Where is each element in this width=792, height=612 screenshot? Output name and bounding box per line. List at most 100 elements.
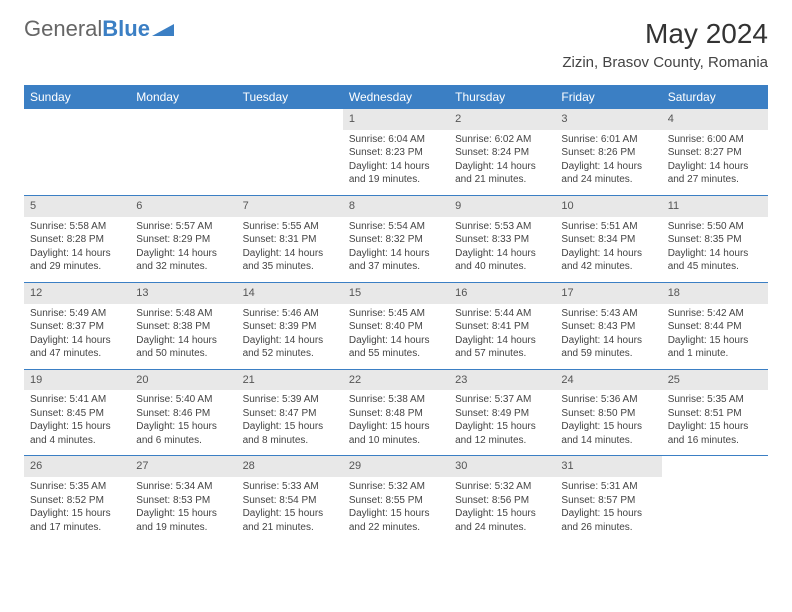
day-number-cell: 20 bbox=[130, 369, 236, 390]
calendar-head: SundayMondayTuesdayWednesdayThursdayFrid… bbox=[24, 85, 768, 109]
day-info-cell: Sunrise: 6:02 AMSunset: 8:24 PMDaylight:… bbox=[449, 130, 555, 196]
sunset-text: Sunset: 8:38 PM bbox=[136, 320, 230, 334]
month-title: May 2024 bbox=[562, 18, 768, 50]
weekday-header: Wednesday bbox=[343, 85, 449, 109]
location-text: Zizin, Brasov County, Romania bbox=[562, 54, 768, 71]
sunset-text: Sunset: 8:31 PM bbox=[243, 233, 337, 247]
sunset-text: Sunset: 8:37 PM bbox=[30, 320, 124, 334]
sunset-text: Sunset: 8:49 PM bbox=[455, 407, 549, 421]
day-number-cell: 3 bbox=[555, 109, 661, 130]
day-info-cell: Sunrise: 5:34 AMSunset: 8:53 PMDaylight:… bbox=[130, 477, 236, 542]
day-info-cell: Sunrise: 6:00 AMSunset: 8:27 PMDaylight:… bbox=[662, 130, 768, 196]
daylight-text: Daylight: 14 hours and 35 minutes. bbox=[243, 247, 337, 274]
sunset-text: Sunset: 8:48 PM bbox=[349, 407, 443, 421]
daylight-text: Daylight: 14 hours and 55 minutes. bbox=[349, 334, 443, 361]
day-info-row: Sunrise: 5:58 AMSunset: 8:28 PMDaylight:… bbox=[24, 217, 768, 283]
day-number-cell: 17 bbox=[555, 282, 661, 303]
sunset-text: Sunset: 8:40 PM bbox=[349, 320, 443, 334]
day-info-cell: Sunrise: 5:49 AMSunset: 8:37 PMDaylight:… bbox=[24, 304, 130, 370]
day-info-cell: Sunrise: 5:46 AMSunset: 8:39 PMDaylight:… bbox=[237, 304, 343, 370]
sunrise-text: Sunrise: 5:58 AM bbox=[30, 220, 124, 234]
daylight-text: Daylight: 14 hours and 24 minutes. bbox=[561, 160, 655, 187]
sunrise-text: Sunrise: 5:51 AM bbox=[561, 220, 655, 234]
day-number-row: 12131415161718 bbox=[24, 282, 768, 303]
day-info-cell: Sunrise: 5:58 AMSunset: 8:28 PMDaylight:… bbox=[24, 217, 130, 283]
weekday-header: Sunday bbox=[24, 85, 130, 109]
calendar-page: GeneralBlue May 2024 Zizin, Brasov Count… bbox=[0, 0, 792, 552]
day-info-cell: Sunrise: 5:31 AMSunset: 8:57 PMDaylight:… bbox=[555, 477, 661, 542]
day-number-cell: 8 bbox=[343, 195, 449, 216]
day-number-cell: 28 bbox=[237, 456, 343, 477]
day-number-cell: 19 bbox=[24, 369, 130, 390]
day-number-cell: 5 bbox=[24, 195, 130, 216]
daylight-text: Daylight: 14 hours and 27 minutes. bbox=[668, 160, 762, 187]
sunrise-text: Sunrise: 5:42 AM bbox=[668, 307, 762, 321]
sunset-text: Sunset: 8:29 PM bbox=[136, 233, 230, 247]
daylight-text: Daylight: 14 hours and 50 minutes. bbox=[136, 334, 230, 361]
sunrise-text: Sunrise: 5:36 AM bbox=[561, 393, 655, 407]
weekday-header: Tuesday bbox=[237, 85, 343, 109]
sunset-text: Sunset: 8:35 PM bbox=[668, 233, 762, 247]
sunrise-text: Sunrise: 5:53 AM bbox=[455, 220, 549, 234]
sunset-text: Sunset: 8:33 PM bbox=[455, 233, 549, 247]
page-header: GeneralBlue May 2024 Zizin, Brasov Count… bbox=[24, 18, 768, 71]
daylight-text: Daylight: 15 hours and 26 minutes. bbox=[561, 507, 655, 534]
daylight-text: Daylight: 15 hours and 24 minutes. bbox=[455, 507, 549, 534]
day-number-cell: 27 bbox=[130, 456, 236, 477]
day-info-cell: Sunrise: 5:45 AMSunset: 8:40 PMDaylight:… bbox=[343, 304, 449, 370]
day-info-cell: Sunrise: 6:04 AMSunset: 8:23 PMDaylight:… bbox=[343, 130, 449, 196]
day-info-cell bbox=[662, 477, 768, 542]
daylight-text: Daylight: 14 hours and 21 minutes. bbox=[455, 160, 549, 187]
day-info-cell: Sunrise: 5:36 AMSunset: 8:50 PMDaylight:… bbox=[555, 390, 661, 456]
sunset-text: Sunset: 8:41 PM bbox=[455, 320, 549, 334]
sunrise-text: Sunrise: 5:35 AM bbox=[668, 393, 762, 407]
day-number-cell: 10 bbox=[555, 195, 661, 216]
day-number-cell: 18 bbox=[662, 282, 768, 303]
day-info-cell: Sunrise: 5:35 AMSunset: 8:52 PMDaylight:… bbox=[24, 477, 130, 542]
sunset-text: Sunset: 8:50 PM bbox=[561, 407, 655, 421]
sunrise-text: Sunrise: 5:57 AM bbox=[136, 220, 230, 234]
sunrise-text: Sunrise: 5:41 AM bbox=[30, 393, 124, 407]
day-info-cell: Sunrise: 5:50 AMSunset: 8:35 PMDaylight:… bbox=[662, 217, 768, 283]
day-number-cell: 9 bbox=[449, 195, 555, 216]
day-info-cell: Sunrise: 5:37 AMSunset: 8:49 PMDaylight:… bbox=[449, 390, 555, 456]
day-info-cell: Sunrise: 5:54 AMSunset: 8:32 PMDaylight:… bbox=[343, 217, 449, 283]
day-info-cell: Sunrise: 5:48 AMSunset: 8:38 PMDaylight:… bbox=[130, 304, 236, 370]
title-block: May 2024 Zizin, Brasov County, Romania bbox=[562, 18, 768, 71]
day-info-cell: Sunrise: 5:38 AMSunset: 8:48 PMDaylight:… bbox=[343, 390, 449, 456]
weekday-header: Saturday bbox=[662, 85, 768, 109]
day-number-cell: 16 bbox=[449, 282, 555, 303]
sunrise-text: Sunrise: 5:38 AM bbox=[349, 393, 443, 407]
day-number-row: 1234 bbox=[24, 109, 768, 130]
sunrise-text: Sunrise: 5:48 AM bbox=[136, 307, 230, 321]
weekday-header: Thursday bbox=[449, 85, 555, 109]
day-info-cell: Sunrise: 5:35 AMSunset: 8:51 PMDaylight:… bbox=[662, 390, 768, 456]
brand-part2: Blue bbox=[102, 18, 150, 40]
day-number-cell: 26 bbox=[24, 456, 130, 477]
sunset-text: Sunset: 8:47 PM bbox=[243, 407, 337, 421]
sunset-text: Sunset: 8:57 PM bbox=[561, 494, 655, 508]
sunset-text: Sunset: 8:43 PM bbox=[561, 320, 655, 334]
day-info-cell: Sunrise: 5:57 AMSunset: 8:29 PMDaylight:… bbox=[130, 217, 236, 283]
brand-logo: GeneralBlue bbox=[24, 18, 174, 40]
brand-part1: General bbox=[24, 18, 102, 40]
day-info-cell: Sunrise: 5:40 AMSunset: 8:46 PMDaylight:… bbox=[130, 390, 236, 456]
sunset-text: Sunset: 8:26 PM bbox=[561, 146, 655, 160]
sunrise-text: Sunrise: 5:54 AM bbox=[349, 220, 443, 234]
day-info-cell: Sunrise: 5:43 AMSunset: 8:43 PMDaylight:… bbox=[555, 304, 661, 370]
day-info-cell bbox=[130, 130, 236, 196]
logo-triangle-icon bbox=[152, 18, 174, 40]
sunrise-text: Sunrise: 5:32 AM bbox=[349, 480, 443, 494]
day-number-cell: 13 bbox=[130, 282, 236, 303]
daylight-text: Daylight: 14 hours and 42 minutes. bbox=[561, 247, 655, 274]
daylight-text: Daylight: 14 hours and 37 minutes. bbox=[349, 247, 443, 274]
sunrise-text: Sunrise: 6:01 AM bbox=[561, 133, 655, 147]
day-info-cell: Sunrise: 5:44 AMSunset: 8:41 PMDaylight:… bbox=[449, 304, 555, 370]
day-number-cell: 6 bbox=[130, 195, 236, 216]
daylight-text: Daylight: 14 hours and 40 minutes. bbox=[455, 247, 549, 274]
daylight-text: Daylight: 15 hours and 4 minutes. bbox=[30, 420, 124, 447]
day-info-cell: Sunrise: 5:32 AMSunset: 8:55 PMDaylight:… bbox=[343, 477, 449, 542]
sunrise-text: Sunrise: 5:34 AM bbox=[136, 480, 230, 494]
day-info-row: Sunrise: 5:49 AMSunset: 8:37 PMDaylight:… bbox=[24, 304, 768, 370]
sunrise-text: Sunrise: 5:39 AM bbox=[243, 393, 337, 407]
